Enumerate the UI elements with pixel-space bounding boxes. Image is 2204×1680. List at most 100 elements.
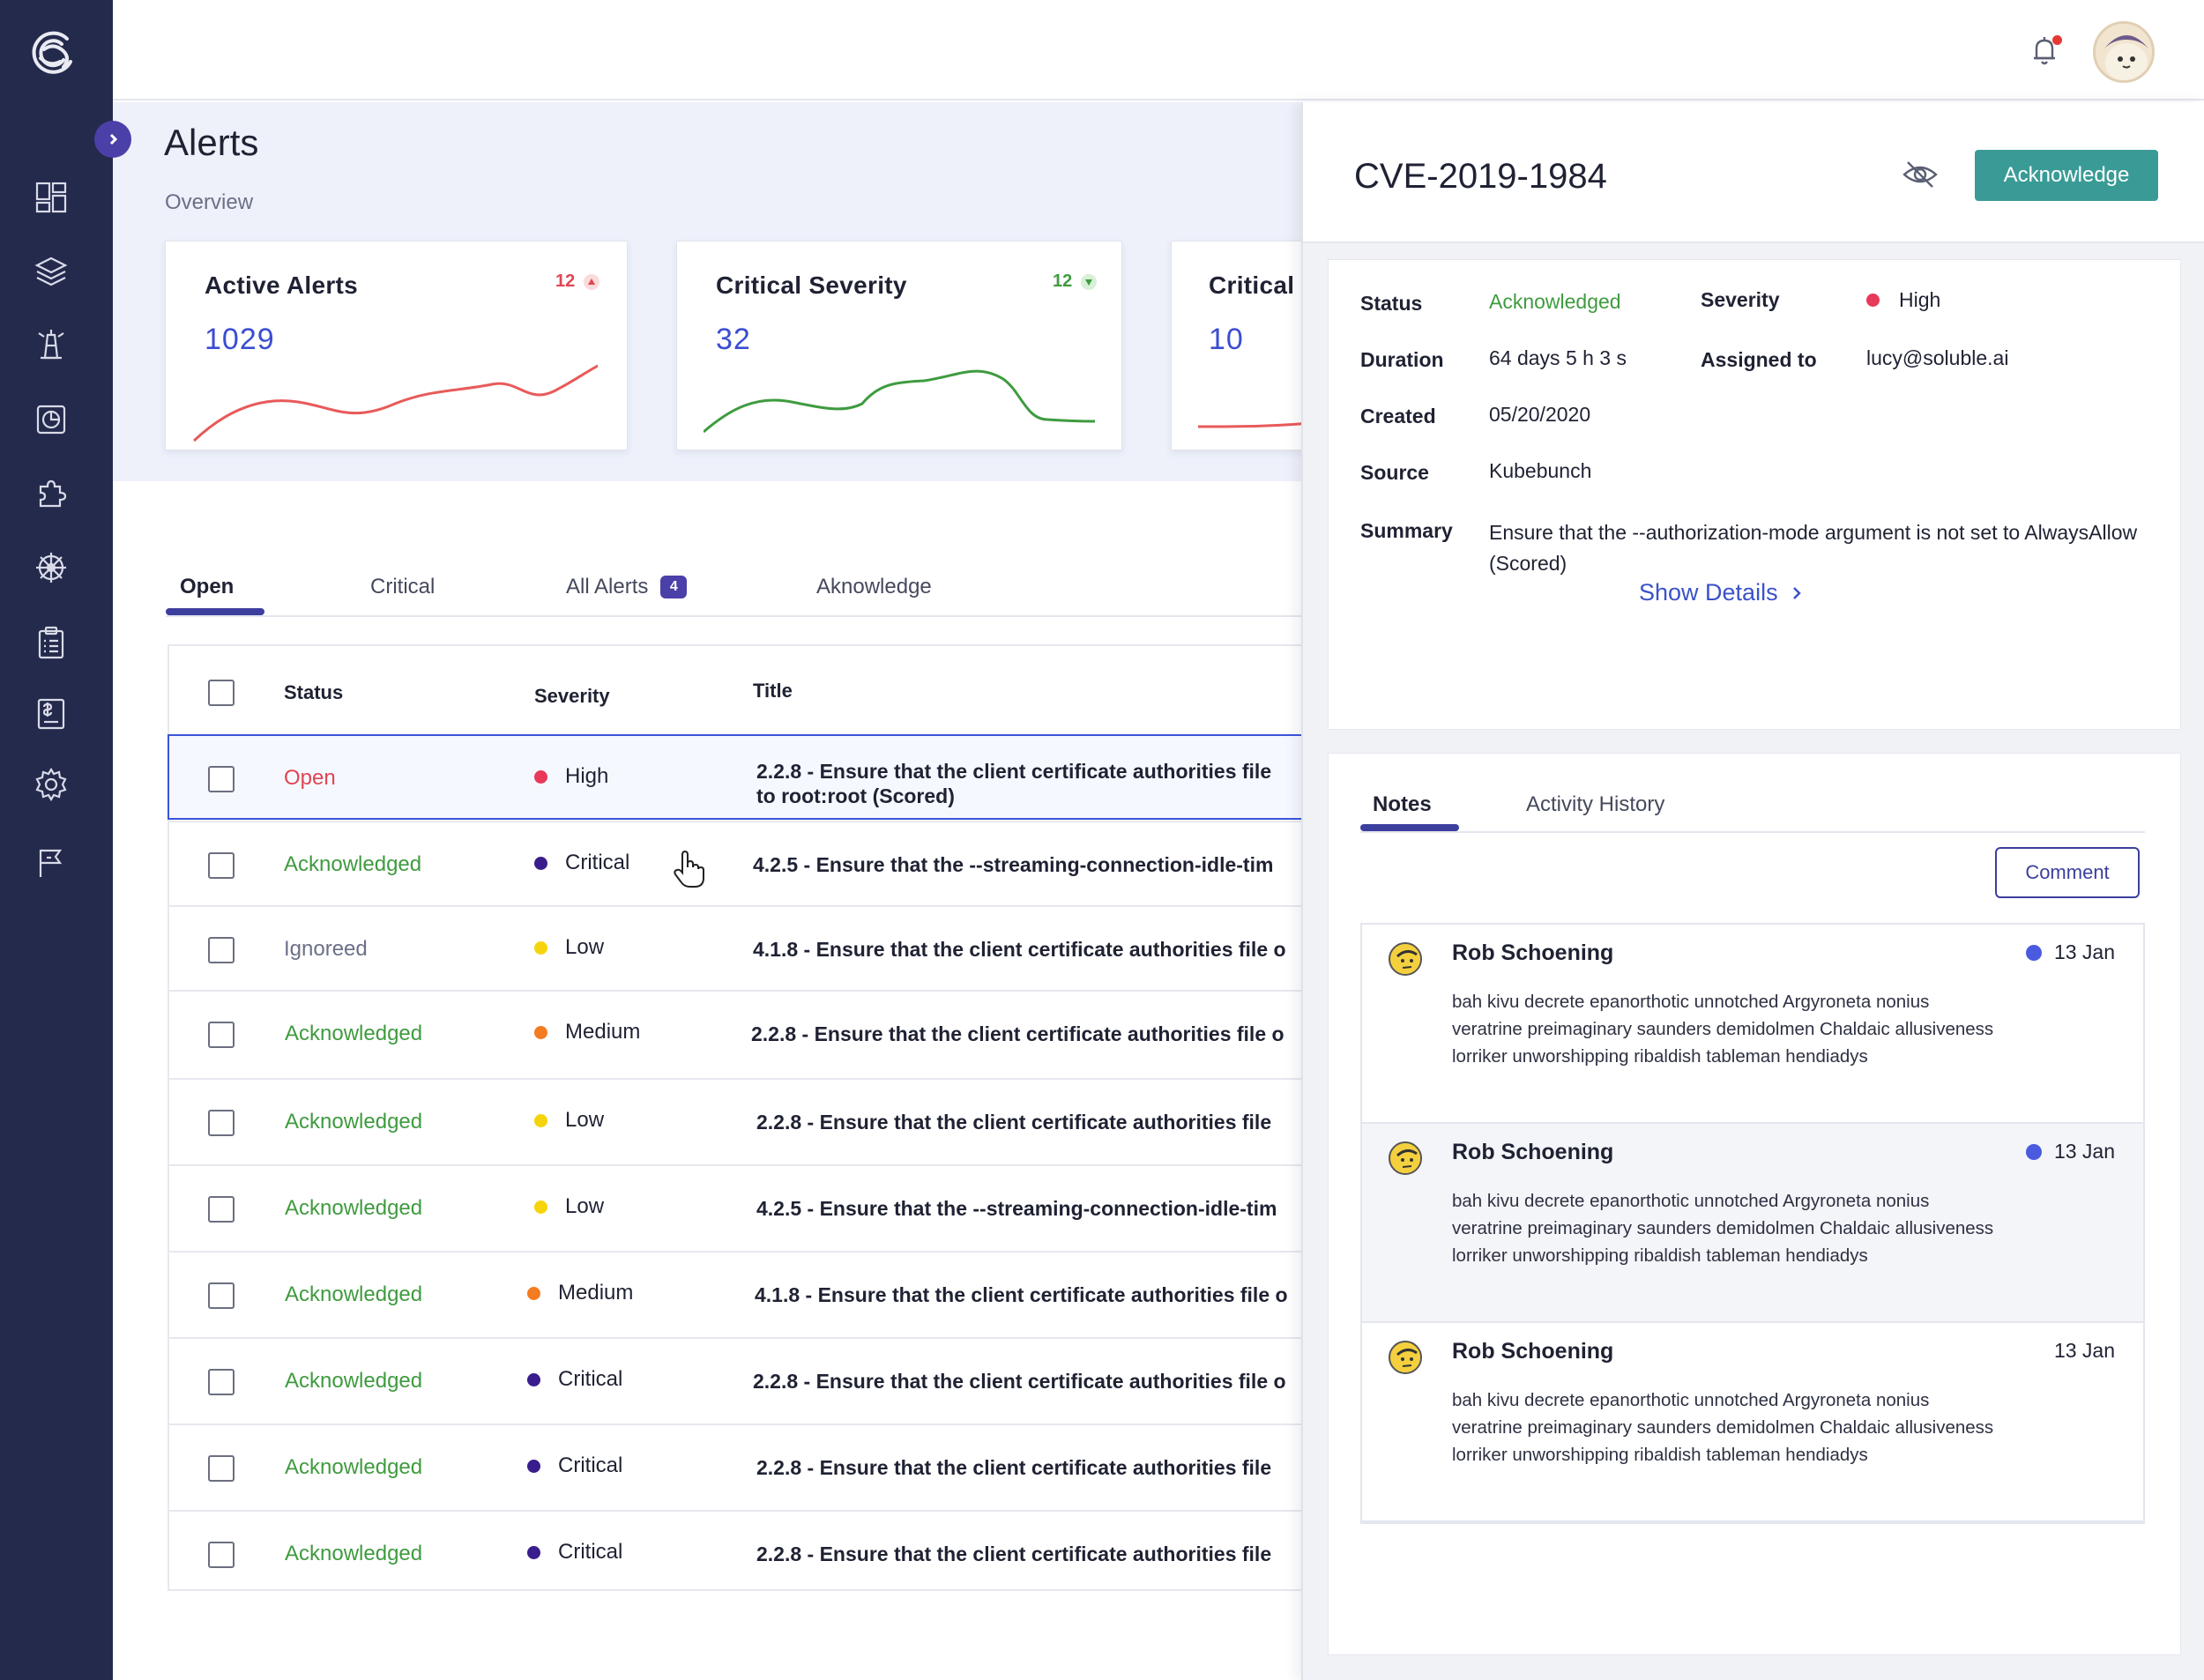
severity-cell: Low [534,935,604,960]
helm-icon[interactable] [30,546,72,589]
dashboard-icon[interactable] [30,176,72,219]
severity-text: High [1899,288,1941,311]
tab-all-alerts[interactable]: All Alerts 4 [566,575,688,599]
severity-label: Critical [558,1453,623,1477]
summary-label: Summary [1360,519,1453,542]
acknowledge-button[interactable]: Acknowledge [1975,150,2158,201]
flag-icon[interactable] [30,842,72,884]
summary-value: Ensure that the --authorization-mode arg… [1489,521,2138,575]
title-line: 4.2.5 - Ensure that the --streaming-conn… [756,1197,1277,1220]
note-date: 13 Jan [2025,940,2115,964]
row-checkbox[interactable] [208,1369,235,1395]
show-details-link[interactable]: Show Details [1639,579,1803,606]
status-cell: Acknowledged [285,1282,423,1306]
table-row[interactable]: Acknowledged Critical 2.2.8 - Ensure that … [169,1510,1315,1595]
note-author-avatar [1389,942,1422,976]
title-line: 2.2.8 - Ensure that the client certifica… [751,1022,1284,1045]
clipboard-icon[interactable] [30,621,72,664]
unread-indicator [2025,1143,2042,1160]
row-checkbox[interactable] [208,1196,235,1223]
note-item[interactable]: Rob Schoening 13 Jan bah kivu decrete epan… [1362,925,2143,1124]
card-title: Active Alerts [205,271,359,299]
tab-open[interactable]: Open [180,575,234,599]
settings-icon[interactable] [30,763,72,806]
lighthouse-icon[interactable] [30,323,72,365]
title-cell: 2.2.8 - Ensure that the client certifica… [751,1022,1284,1046]
table-row[interactable]: Acknowledged Critical 4.2.5 - Ensure that … [169,821,1315,906]
title-cell: 2.2.8 - Ensure that the client certifica… [756,759,1271,808]
stat-card-active-alerts[interactable]: Active Alerts 12 1029 [165,241,628,450]
row-checkbox[interactable] [208,1542,235,1568]
tab-activity-history[interactable]: Activity History [1526,792,1665,816]
severity-dot [534,1200,547,1214]
select-all-checkbox[interactable] [208,680,235,706]
severity-dot [527,1459,540,1473]
table-row[interactable]: Open High 2.2.8 - Ensure that the client c… [168,734,1315,820]
row-checkbox[interactable] [208,1022,235,1048]
tab-notes[interactable]: Notes [1373,792,1432,816]
table-row[interactable]: Acknowledged Medium 2.2.8 - Ensure that th… [169,990,1315,1075]
source-label: Source [1360,461,1429,484]
severity-dot [534,940,547,955]
title-line: to root:root (Scored) [756,784,955,807]
note-item[interactable]: Rob Schoening 13 Jan bah kivu decrete epan… [1362,1124,2143,1323]
layers-icon[interactable] [30,250,72,293]
note-author-avatar [1389,1341,1422,1374]
table-row[interactable]: Acknowledged Critical 2.2.8 - Ensure that … [169,1337,1315,1423]
alerts-table: Status Severity Title Open High 2.2.8 - En… [168,644,1315,1591]
table-row[interactable]: Acknowledged Medium 4.1.8 - Ensure that th… [169,1251,1315,1336]
stat-card-critical-severity[interactable]: Critical Severity 12 32 [676,241,1122,450]
expand-sidebar-button[interactable] [94,121,131,158]
puzzle-icon[interactable] [30,472,72,515]
row-checkbox[interactable] [208,852,235,879]
card-title: Critical [1209,271,1295,299]
created-value: 05/20/2020 [1489,403,1591,426]
severity-cell: Medium [527,1281,633,1305]
severity-dot [534,1025,547,1039]
overview-label: Overview [165,190,254,214]
tab-critical[interactable]: Critical [370,575,435,599]
card-title: Critical Severity [716,271,907,299]
title-line: 2.2.8 - Ensure that the client certifica… [753,1370,1286,1393]
card-delta: 12 [1053,271,1098,292]
status-cell: Acknowledged [285,1110,423,1134]
page-title: Alerts [164,122,259,163]
hide-eye-icon[interactable] [1901,155,1940,194]
severity-cell: Critical [534,851,629,875]
notes-card: Notes Activity History Comment Rob Schoe… [1328,753,2181,1655]
delta-value: 12 [1053,271,1073,291]
severity-label: Critical [558,1540,623,1564]
title-cell: 2.2.8 - Ensure that the client certifica… [756,1455,1271,1480]
count-badge: 4 [660,576,688,598]
severity-label: Severity [1701,288,1780,311]
table-row[interactable]: Acknowledged Low 4.2.5 - Ensure that the -… [169,1164,1315,1250]
reports-icon[interactable] [30,398,72,441]
row-checkbox[interactable] [208,766,235,792]
comment-button[interactable]: Comment [1995,847,2140,898]
title-line: 2.2.8 - Ensure that the client certifica… [756,1111,1272,1134]
row-checkbox[interactable] [208,1110,235,1136]
panel-header: CVE-2019-1984 Acknowledge [1303,102,2204,243]
row-checkbox[interactable] [208,1282,235,1309]
delta-value: 12 [555,271,576,291]
billing-icon[interactable] [30,693,72,735]
notification-bell-icon[interactable] [2026,32,2063,69]
trend-down-icon [1081,273,1098,290]
severity-cell: Critical [527,1540,622,1565]
table-row[interactable]: Ignoreed Low 4.1.8 - Ensure that the clien… [169,905,1315,991]
table-row[interactable]: Acknowledged Low 2.2.8 - Ensure that the c… [169,1078,1315,1163]
tab-label: All Alerts [566,575,649,598]
notes-tabs: Notes Activity History [1360,787,2145,833]
sparkline-chart [704,369,1096,434]
app-logo[interactable] [26,26,81,81]
tab-aknowledge[interactable]: Aknowledge [816,575,932,599]
note-item[interactable]: Rob Schoening 13 Jan bah kivu decrete epan… [1362,1323,2143,1522]
user-avatar[interactable] [2093,21,2155,83]
row-checkbox[interactable] [208,1455,235,1482]
row-checkbox[interactable] [208,937,235,963]
note-date-text: 13 Jan [2053,1140,2115,1163]
table-row[interactable]: Acknowledged Critical 2.2.8 - Ensure that … [169,1424,1315,1509]
severity-dot [534,856,547,870]
severity-dot [527,1545,540,1559]
title-cell: 4.2.5 - Ensure that the --streaming-conn… [753,852,1273,877]
